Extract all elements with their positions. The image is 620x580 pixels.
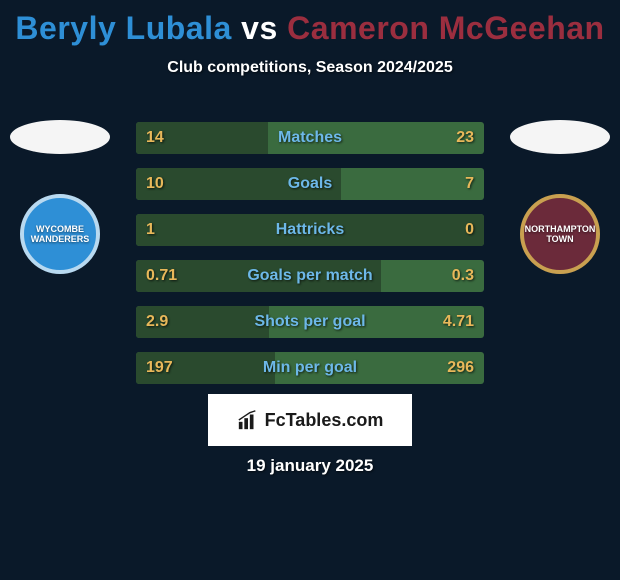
left-team-zone: WYCOMBE WANDERERS xyxy=(10,120,110,390)
stat-right-value: 7 xyxy=(465,168,474,200)
date-text: 19 january 2025 xyxy=(0,456,620,476)
left-team-label: WYCOMBE WANDERERS xyxy=(28,224,92,244)
stat-row: Goals10 7 xyxy=(136,168,484,200)
stat-left-value: 0.71 xyxy=(146,260,177,292)
stat-right-value: 0.3 xyxy=(452,260,474,292)
stat-right-value: 23 xyxy=(456,122,474,154)
left-ellipse xyxy=(10,120,110,154)
stat-label: Min per goal xyxy=(136,352,484,384)
left-team-badge: WYCOMBE WANDERERS xyxy=(20,194,100,274)
stat-left-value: 1 xyxy=(146,214,155,246)
player2-name: Cameron McGeehan xyxy=(287,10,604,46)
right-ellipse xyxy=(510,120,610,154)
stat-row: Matches14 23 xyxy=(136,122,484,154)
stat-left-value: 197 xyxy=(146,352,173,384)
right-team-label: NORTHAMPTON TOWN xyxy=(525,224,596,244)
chart-icon xyxy=(237,409,259,431)
vs-text: vs xyxy=(241,10,278,46)
stat-left-value: 2.9 xyxy=(146,306,168,338)
right-team-zone: NORTHAMPTON TOWN xyxy=(510,120,610,390)
stat-right-value: 296 xyxy=(447,352,474,384)
attribution-box: FcTables.com xyxy=(208,394,412,446)
stat-bars: Matches1423Goals107Hattricks10Goals per … xyxy=(136,122,484,398)
stat-left-value: 14 xyxy=(146,122,164,154)
stat-row: Shots per goal2.9 4.71 xyxy=(136,306,484,338)
stat-label: Goals xyxy=(136,168,484,200)
attribution-text: FcTables.com xyxy=(265,410,384,431)
comparison-title: Beryly Lubala vs Cameron McGeehan xyxy=(0,0,620,47)
right-team-badge: NORTHAMPTON TOWN xyxy=(520,194,600,274)
stat-left-value: 10 xyxy=(146,168,164,200)
stat-row: Min per goal197 296 xyxy=(136,352,484,384)
stat-right-value: 0 xyxy=(465,214,474,246)
stat-right-value: 4.71 xyxy=(443,306,474,338)
stat-label: Shots per goal xyxy=(136,306,484,338)
stat-row: Goals per match0.71 0.3 xyxy=(136,260,484,292)
stat-label: Goals per match xyxy=(136,260,484,292)
stat-row: Hattricks1 0 xyxy=(136,214,484,246)
stat-label: Matches xyxy=(136,122,484,154)
subtitle: Club competitions, Season 2024/2025 xyxy=(0,59,620,77)
stat-label: Hattricks xyxy=(136,214,484,246)
player1-name: Beryly Lubala xyxy=(15,10,231,46)
